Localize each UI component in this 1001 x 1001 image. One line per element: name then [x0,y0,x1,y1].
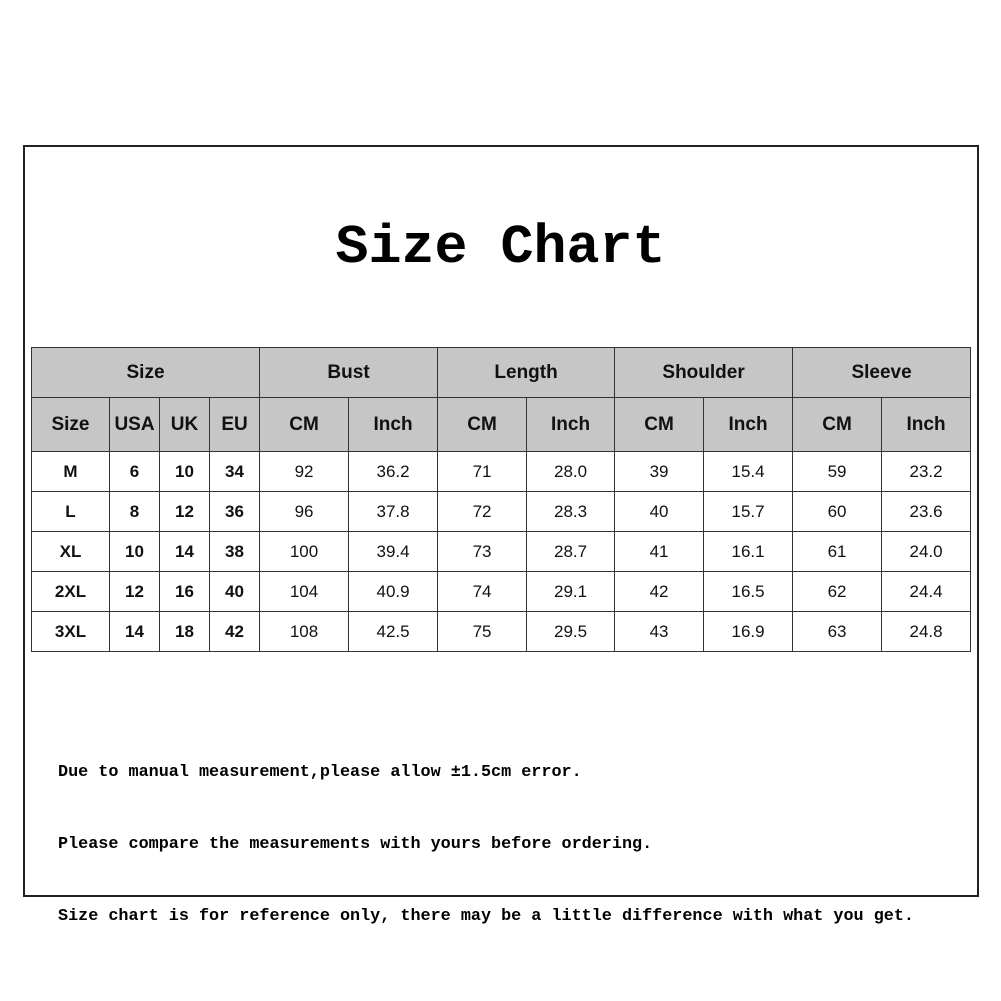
page-title: Size Chart [335,216,666,279]
table-cell: 28.3 [526,491,616,532]
table-cell: 12 [109,571,160,612]
table-cell: XL [31,531,110,572]
table-cell: 72 [437,491,528,532]
group-header-row: Size Bust Length Shoulder Sleeve [30,347,972,398]
table-row: M 6 10 34 92 36.2 71 28.0 39 15.4 59 23.2 [31,451,972,492]
column-header: CM [792,397,883,452]
table-cell: 40 [614,491,705,532]
group-header: Bust [259,347,439,398]
table-cell: 10 [159,451,210,492]
column-header: Inch [348,397,439,452]
table-row: XL 10 14 38 100 39.4 73 28.7 41 16.1 61 24.0 [31,531,972,572]
table-cell: 71 [437,451,528,492]
table-cell: 16 [159,571,210,612]
note-line: Please compare the measurements with you… [58,835,653,854]
table-cell: 108 [259,611,350,652]
table-cell: 10 [109,531,160,572]
table-cell: 60 [792,491,883,532]
table-cell: 18 [159,611,210,652]
table-cell: 29.1 [526,571,616,612]
table-cell: 39.4 [348,531,439,572]
table-cell: 28.7 [526,531,616,572]
group-header: Length [437,347,616,398]
table-cell: 36.2 [348,451,439,492]
note-line: Due to manual measurement,please allow ±… [58,763,582,782]
table-cell: 42.5 [348,611,439,652]
table-cell: 29.5 [526,611,616,652]
table-cell: 16.5 [703,571,794,612]
table-cell: 28.0 [526,451,616,492]
notes: Due to manual measurement,please allow ±… [58,713,914,953]
table-cell: 104 [259,571,350,612]
table-cell: 16.9 [703,611,794,652]
column-header: Inch [703,397,794,452]
column-header: CM [437,397,528,452]
table-cell: 63 [792,611,883,652]
table-cell: 16.1 [703,531,794,572]
table-cell: 15.4 [703,451,794,492]
table-cell: 15.7 [703,491,794,532]
table-cell: 36 [208,491,261,532]
table-row: 3XL 14 18 42 108 42.5 75 29.5 43 16.9 63 24.8 [31,611,972,652]
table-cell: 43 [614,611,705,652]
table-cell: 6 [109,451,160,492]
table-cell: 3XL [31,611,110,652]
column-header: Inch [526,397,616,452]
table-cell: 24.4 [881,571,972,612]
table-cell: 40.9 [348,571,439,612]
table-cell: 37.8 [348,491,439,532]
table-cell: 14 [159,531,210,572]
table-cell: 42 [614,571,705,612]
table-cell: 40 [208,571,261,612]
table-cell: 24.8 [881,611,972,652]
column-header: Inch [881,397,972,452]
table-cell: 38 [208,531,261,572]
chart-frame [23,145,979,897]
table-cell: 39 [614,451,705,492]
column-header: UK [159,397,210,452]
table-cell: M [31,451,110,492]
table-cell: 24.0 [881,531,972,572]
table-cell: 12 [159,491,210,532]
table-cell: 42 [208,611,261,652]
group-header: Sleeve [792,347,972,398]
table-cell: 61 [792,531,883,572]
size-table: Size Bust Length Shoulder Sleeve Size USA UK EU… [30,347,972,652]
table-cell: 41 [614,531,705,572]
table-cell: 92 [259,451,350,492]
table-cell: 34 [208,451,261,492]
sub-header-row: Size USA UK EU CM Inch CM Inch CM Inch CM Inch [31,397,972,452]
column-header: USA [109,397,160,452]
column-header: Size [31,397,110,452]
column-header: EU [208,397,261,452]
group-header: Shoulder [614,347,794,398]
table-cell: 23.6 [881,491,972,532]
table-cell: 74 [437,571,528,612]
table-cell: 100 [259,531,350,572]
table-row: 2XL 12 16 40 104 40.9 74 29.1 42 16.5 62 24.4 [31,571,972,612]
table-cell: 75 [437,611,528,652]
table-cell: 73 [437,531,528,572]
table-cell: 59 [792,451,883,492]
table-cell: 96 [259,491,350,532]
table-row: L 8 12 36 96 37.8 72 28.3 40 15.7 60 23.6 [31,491,972,532]
table-cell: L [31,491,110,532]
column-header: CM [614,397,705,452]
table-cell: 2XL [31,571,110,612]
table-cell: 14 [109,611,160,652]
table-cell: 8 [109,491,160,532]
note-line: Size chart is for reference only, there … [58,907,914,926]
group-header: Size [30,347,261,398]
column-header: CM [259,397,350,452]
table-cell: 62 [792,571,883,612]
table-cell: 23.2 [881,451,972,492]
